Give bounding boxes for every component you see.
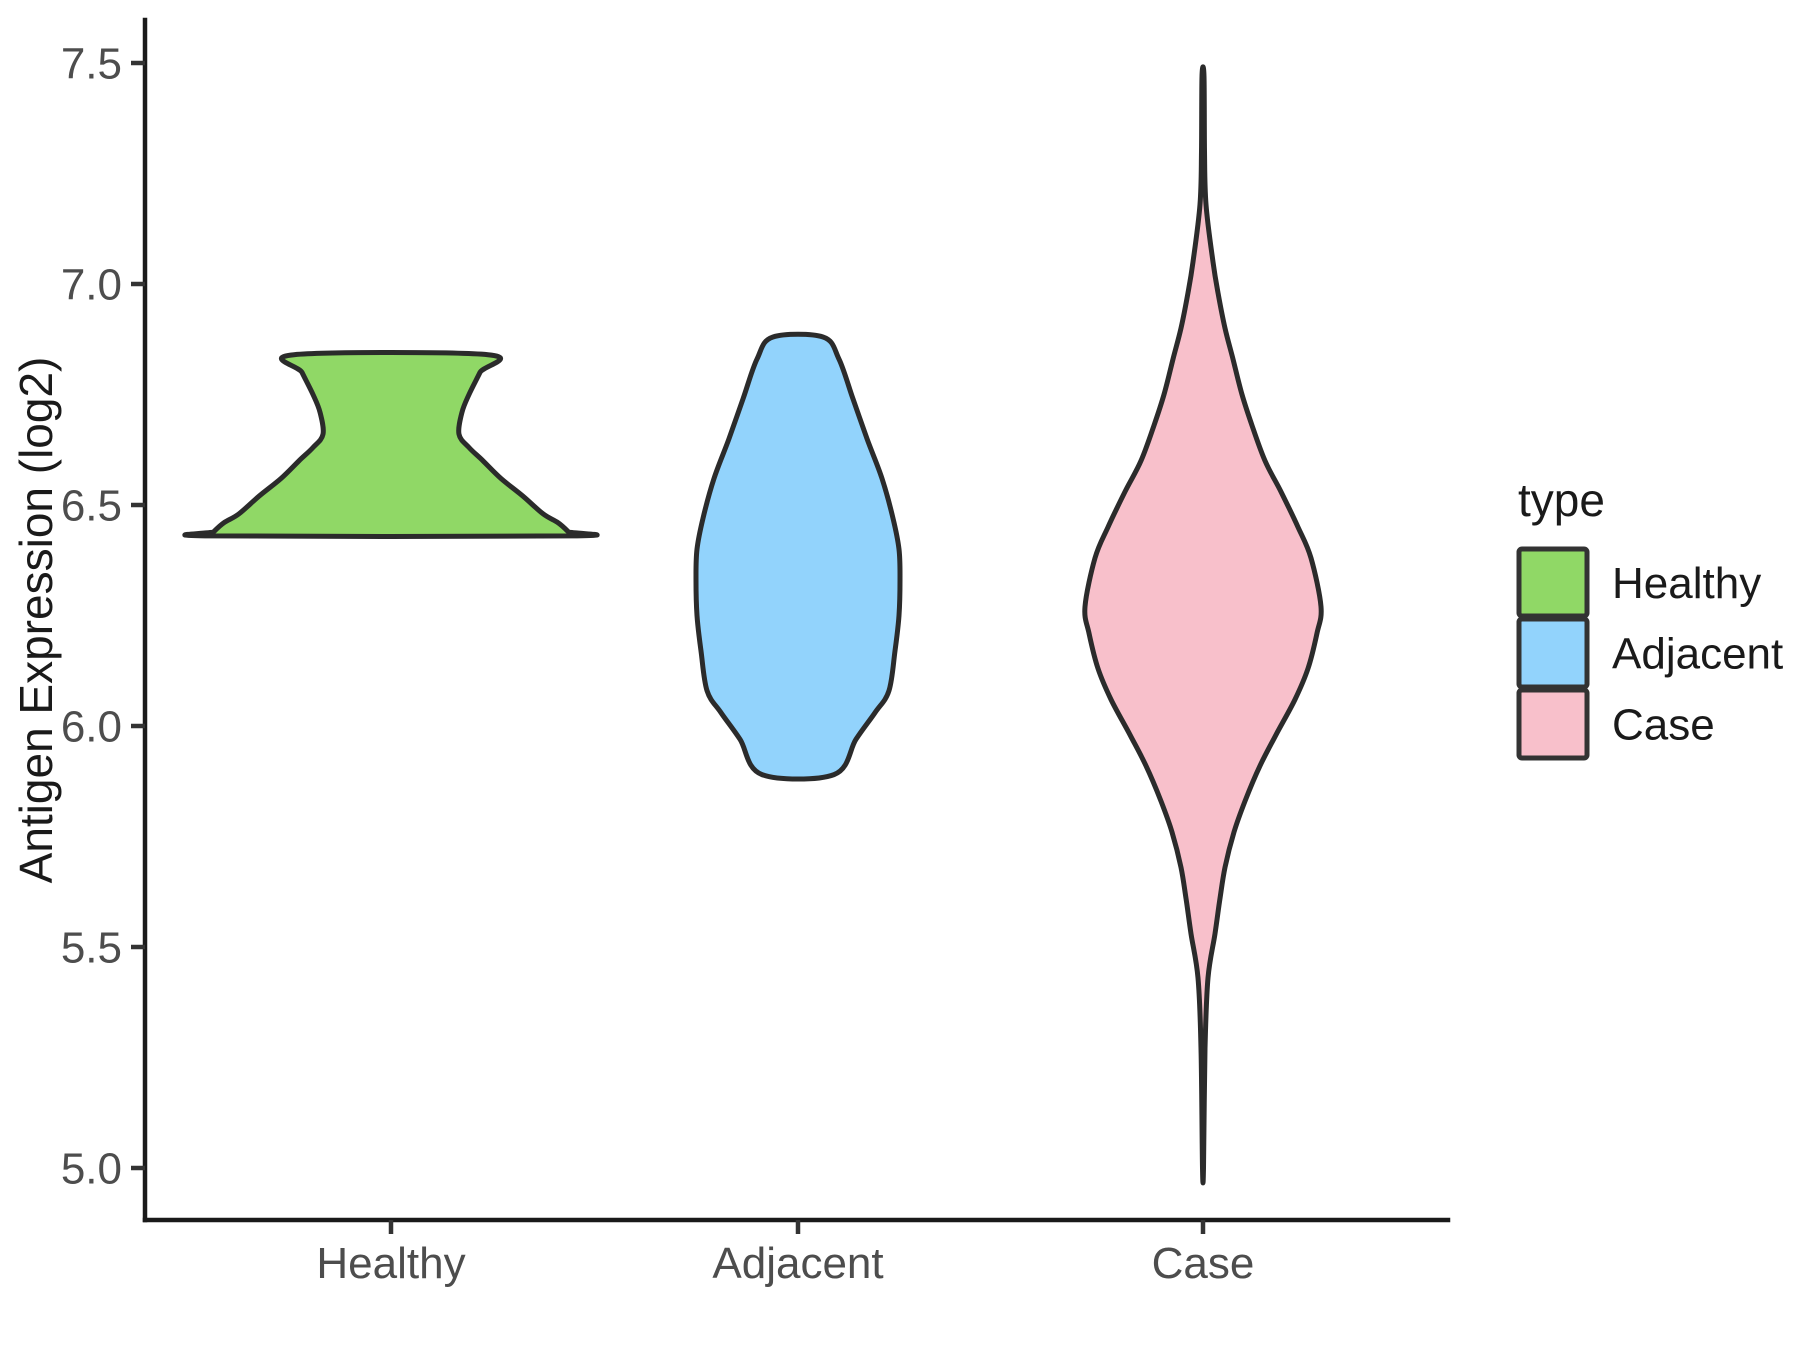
legend-label-adjacent: Adjacent	[1612, 630, 1783, 679]
y-tick-label-6.5: 6.5	[61, 482, 122, 531]
y-tick-label-5.0: 5.0	[61, 1145, 122, 1194]
legend-label-case: Case	[1612, 701, 1715, 750]
x-tick-label-adjacent: Adjacent	[712, 1239, 883, 1288]
violin-healthy	[182, 350, 600, 539]
violins-group	[182, 64, 1324, 1186]
x-tick-label-case: Case	[1152, 1239, 1255, 1288]
y-tick-label-5.5: 5.5	[61, 924, 122, 973]
legend-swatch-healthy	[1516, 546, 1590, 619]
legend-label-healthy: Healthy	[1612, 559, 1761, 608]
legend-swatch-case	[1516, 687, 1590, 761]
x-tick-marks	[388, 1220, 1206, 1234]
y-tick-label-7.5: 7.5	[61, 40, 122, 89]
y-axis-title: Antigen Expression (log2)	[10, 357, 62, 884]
violin-adjacent	[693, 331, 903, 782]
legend-swatch-adjacent	[1516, 616, 1590, 690]
y-tick-marks	[131, 60, 145, 1171]
violin-case	[1082, 64, 1324, 1186]
y-tick-label-6.0: 6.0	[61, 703, 122, 752]
legend: type Healthy Adjacent Case	[1516, 474, 1783, 761]
legend-title: type	[1518, 474, 1605, 526]
x-tick-label-healthy: Healthy	[316, 1239, 465, 1288]
y-tick-label-7.0: 7.0	[61, 261, 122, 310]
